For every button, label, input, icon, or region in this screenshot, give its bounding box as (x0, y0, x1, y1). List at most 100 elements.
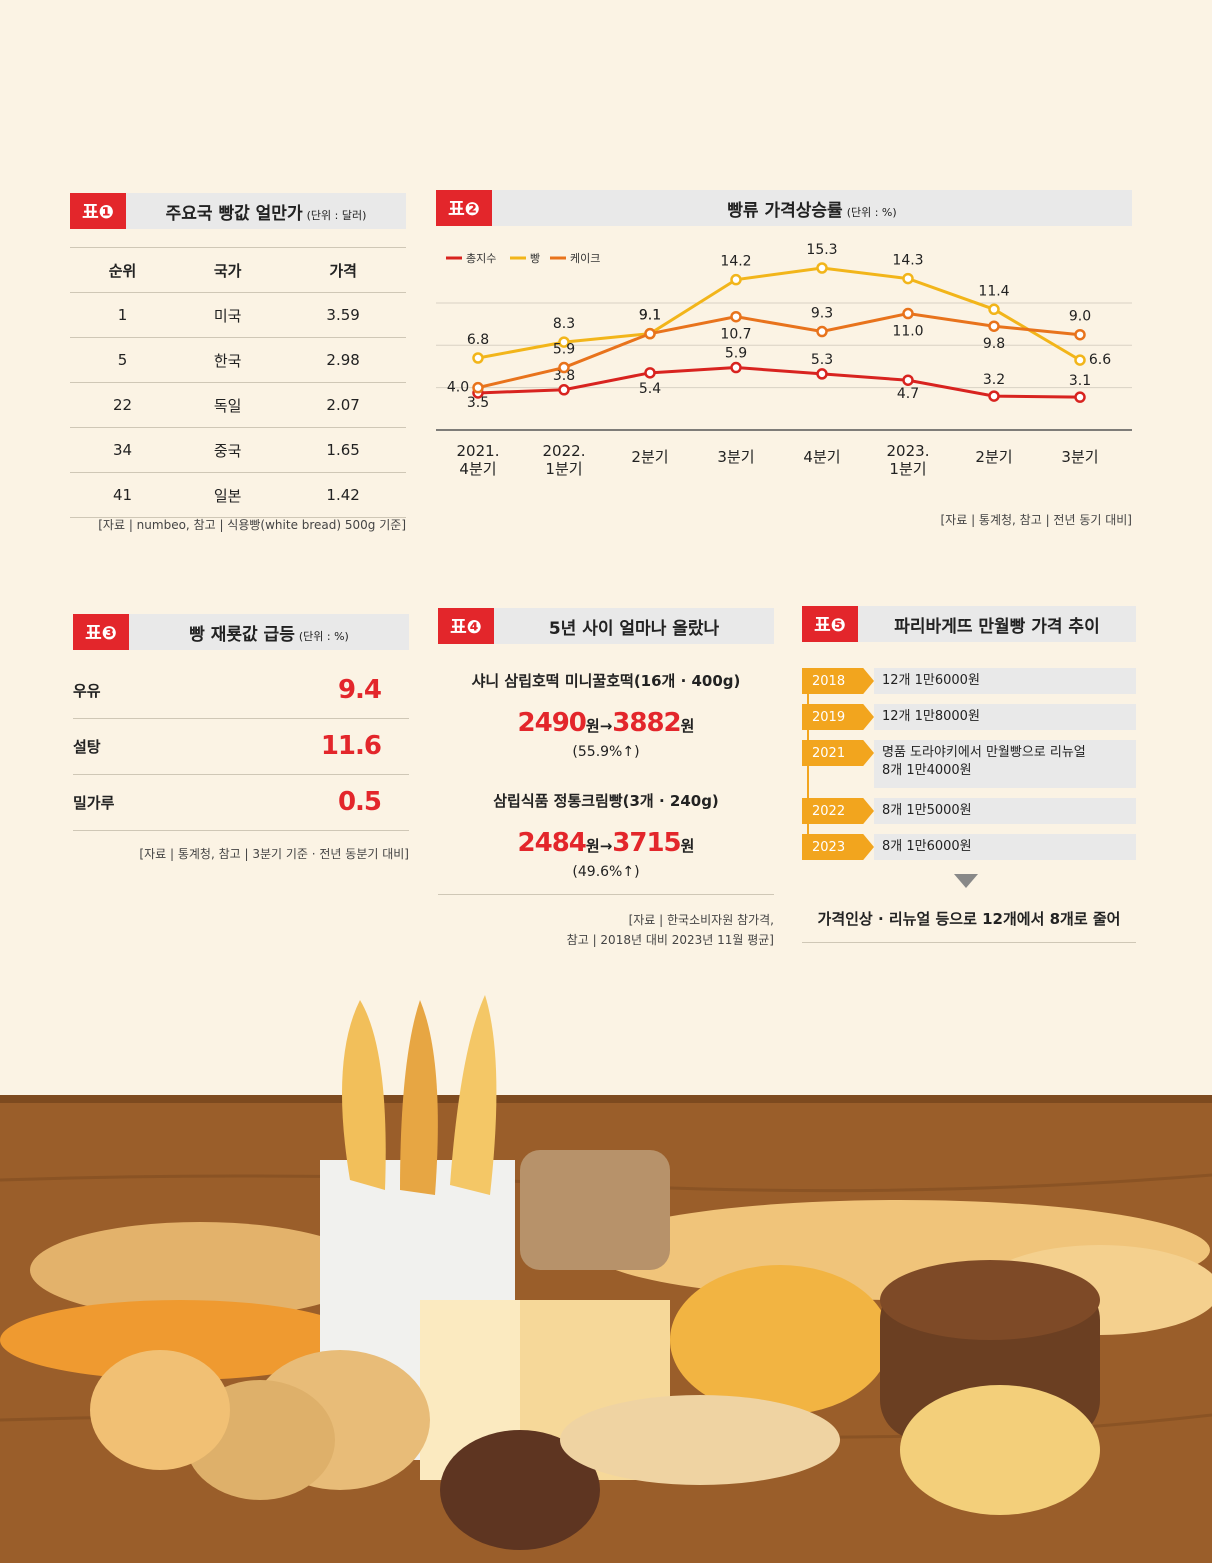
ingredient-price-panel: 표❸ 빵 재룟값 급등 (단위 : %) 우유 9.4 설탕 11.6 밀가루 0… (73, 614, 409, 874)
price-to: 3882 (612, 708, 681, 738)
price-increase-panel: 표❹ 5년 사이 얼마나 올랐나 샤니 삼립호떡 미니꿀호떡(16개 · 400… (438, 608, 774, 953)
x-tick-label: 2021. (457, 442, 500, 460)
data-point (730, 310, 742, 323)
source-note: [자료 | numbeo, 참고 | 식용빵(white bread) 500g… (98, 518, 406, 532)
data-point (558, 384, 570, 396)
table-row: 22 독일 2.07 (70, 382, 406, 428)
legend-label: 총지수 (466, 252, 496, 265)
source-note: [자료 | 통계청, 참고 | 전년 동기 대비] (940, 513, 1133, 527)
panel-badge: 표❹ (438, 608, 494, 644)
data-label: 14.3 (892, 253, 923, 269)
x-tick-label: 3분기 (1061, 448, 1098, 466)
divider (438, 894, 774, 895)
x-tick-label: 2022. (543, 442, 586, 460)
country-cell: 중국 (175, 427, 281, 473)
data-point (988, 303, 1000, 316)
data-point (558, 336, 570, 348)
country-cell: 일본 (175, 472, 281, 518)
timeline-desc: 12개 1만6000원 (874, 668, 1136, 694)
x-tick-label: 4분기 (459, 460, 496, 478)
panel-title: 빵류 가격상승률 (단위 : %) (727, 200, 897, 221)
panel-header: 표❷ 빵류 가격상승률 (단위 : %) (436, 190, 1132, 226)
data-label: 9.1 (639, 308, 661, 324)
data-label: 9.3 (811, 306, 833, 322)
timeline-year: 2023 (802, 834, 874, 860)
data-label: 10.7 (720, 327, 751, 343)
timeline-item: 2022 8개 1만5000원 (802, 798, 1136, 824)
x-tick-label: 1분기 (545, 460, 582, 478)
ingredient-value: 9.4 (337, 675, 382, 705)
panel-header: 표❺ 파리바게뜨 만월빵 가격 추이 (802, 606, 1136, 642)
price-from: 2490 (517, 708, 587, 738)
arrow: → (599, 837, 613, 855)
x-tick-label: 4분기 (803, 448, 840, 466)
source-note: 참고 | 2018년 대비 2023년 11월 평균] (566, 933, 774, 947)
data-point (988, 390, 1000, 402)
price-cell: 2.98 (280, 337, 406, 383)
data-label: 4.0 (447, 380, 469, 396)
manwol-price-panel: 표❺ 파리바게뜨 만월빵 가격 추이 2018 12개 1만6000원 2019… (802, 606, 1136, 951)
panel-badge: 표❷ (436, 190, 492, 226)
data-point (730, 361, 742, 374)
price-by-country-panel: 표❶ 주요국 빵값 얼만가 (단위 : 달러) 순위 국가 가격 1 미국 3.59 … (70, 193, 406, 543)
legend-label: 빵 (530, 252, 540, 265)
price-cell: 3.59 (280, 292, 406, 338)
panel-header: 표❸ 빵 재룟값 급등 (단위 : %) (73, 614, 409, 650)
data-point (1074, 391, 1086, 403)
price-change-percent: (49.6%↑) (572, 864, 640, 880)
timeline-item: 2021 명품 도라야키에서 만월빵으로 리뉴얼 8개 1만4000원 (802, 740, 1136, 788)
panel-header: 표❶ 주요국 빵값 얼만가 (단위 : 달러) (70, 193, 406, 229)
ingredient-label: 우유 (73, 681, 101, 700)
data-point (902, 307, 914, 320)
table-row: 34 중국 1.65 (70, 427, 406, 473)
price-change-percent: (55.9%↑) (572, 744, 640, 760)
data-label: 9.1 (639, 308, 661, 324)
rank-cell: 41 (70, 472, 176, 518)
data-label: 8.3 (553, 316, 575, 332)
panel-header: 표❹ 5년 사이 얼마나 올랐나 (438, 608, 774, 644)
x-tick-label: 1분기 (889, 460, 926, 478)
data-label: 5.9 (725, 346, 747, 362)
x-tick-label: 2분기 (631, 448, 668, 466)
data-point (730, 273, 742, 286)
price-from: 2484 (517, 828, 587, 858)
product-price-change: 2490원→3882원 (517, 708, 695, 738)
country-cell: 독일 (175, 382, 281, 428)
data-point (816, 368, 828, 380)
table-header-row: 순위 국가 가격 (70, 247, 406, 293)
conclusion: 가격인상 · 리뉴얼 등으로 12개에서 8개로 줄어 (817, 910, 1121, 928)
data-label: 15.3 (806, 242, 837, 258)
price-to: 3715 (612, 828, 681, 858)
ingredient-value: 11.6 (320, 731, 382, 761)
ingredient-label: 설탕 (73, 737, 101, 756)
country-cell: 한국 (175, 337, 281, 383)
country-price-table: 순위 국가 가격 1 미국 3.59 5 한국 2.98 22 독일 2.07 34 중국 1.… (70, 247, 406, 518)
series-line (477, 266, 1081, 362)
data-point (472, 352, 484, 364)
price-cell: 1.65 (280, 427, 406, 473)
rank-cell: 34 (70, 427, 176, 473)
arrow: → (599, 717, 613, 735)
data-label: 5.4 (639, 381, 661, 397)
timeline-desc: 명품 도라야키에서 만월빵으로 리뉴얼 8개 1만4000원 (874, 740, 1136, 788)
data-label: 4.7 (897, 386, 919, 402)
data-label: 6.8 (467, 332, 489, 348)
ingredient-value: 0.5 (337, 787, 382, 817)
panel-title: 주요국 빵값 얼만가 (단위 : 달러) (165, 203, 367, 224)
data-label: 5.9 (553, 342, 575, 358)
column-header: 가격 (280, 247, 406, 293)
data-label: 5.3 (811, 352, 833, 368)
series-line (477, 366, 1081, 399)
ingredient-row: 우유 9.4 (73, 662, 409, 719)
ingredient-label: 밀가루 (73, 793, 115, 812)
timeline-year: 2019 (802, 704, 874, 730)
column-header: 국가 (175, 247, 281, 293)
panel-title: 파리바게뜨 만월빵 가격 추이 (894, 616, 1100, 637)
column-header: 순위 (70, 247, 176, 293)
data-label: 3.5 (467, 395, 489, 411)
divider (802, 942, 1136, 943)
data-label: 3.8 (553, 368, 575, 384)
source-note: [자료 | 한국소비자원 참가격, (628, 913, 774, 927)
price-cell: 1.42 (280, 472, 406, 518)
